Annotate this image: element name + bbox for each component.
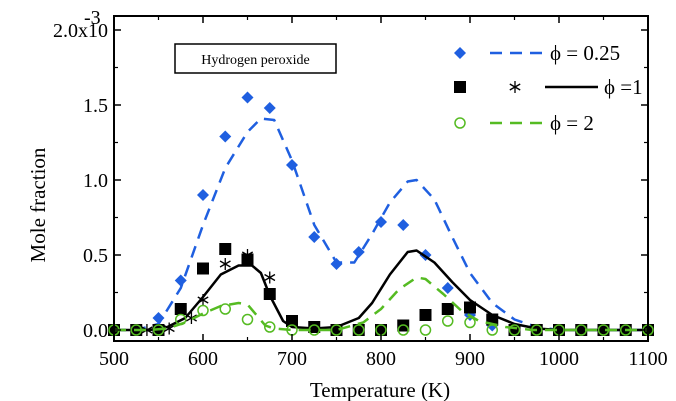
legend-label-phi-0-25: ϕ = 0.25 — [550, 41, 620, 65]
data-point-open-circle — [397, 324, 409, 336]
asterisk-stroke — [219, 260, 231, 268]
tick-label-layer: 500 600 700 800 900 1000 1100 0.0 0.5 1.0 1.5 2.0x1… — [53, 20, 668, 370]
data-point-open-circle — [330, 324, 343, 336]
data-point-square — [441, 303, 454, 315]
data-point-diamond — [174, 274, 187, 287]
data-point-square — [419, 309, 432, 321]
data-point-open-circle — [219, 303, 231, 315]
y-tick-label: 1.5 — [83, 95, 108, 117]
data-point-square — [464, 301, 476, 314]
asterisk-stroke — [163, 324, 175, 333]
x-tick-label: 700 — [277, 348, 307, 370]
legend-label-phi-1: ϕ =1 — [604, 75, 643, 99]
y-tick-label: 0.0 — [83, 320, 108, 342]
asterisk-stroke — [509, 83, 521, 91]
annotation-box-frame — [174, 43, 337, 74]
annotation-box: Hydrogen peroxide — [174, 43, 337, 74]
data-point-asterisk — [219, 258, 231, 270]
data-point-open-circle — [508, 324, 521, 336]
data-point-diamond — [263, 102, 276, 114]
data-point-open-circle — [419, 324, 432, 336]
data-point-open-circle — [464, 316, 476, 329]
data-point-diamond — [397, 219, 410, 231]
data-point-square — [197, 262, 209, 275]
x-tick-label: 1100 — [628, 348, 667, 370]
data-point-diamond — [219, 130, 232, 143]
x-tick-label: 900 — [455, 348, 485, 370]
x-axis-title: Temperature (K) — [310, 378, 450, 401]
x-tick-label: 500 — [99, 348, 129, 370]
data-point-open-circle — [264, 321, 276, 333]
data-point-diamond — [308, 231, 321, 243]
series-4 — [114, 249, 648, 332]
series-line — [114, 276, 648, 332]
data-point-asterisk — [241, 249, 254, 261]
legend-marker-square — [454, 81, 466, 93]
data-point-square — [375, 324, 387, 336]
ticks-layer — [113, 16, 649, 341]
data-point-diamond — [352, 246, 365, 258]
y-tick-label: 2.0x10 — [53, 20, 108, 42]
y-axis-title: Mole fraction — [26, 147, 50, 262]
legend-marker-asterisk — [509, 81, 521, 93]
asterisk-stroke — [241, 251, 254, 259]
data-point-diamond — [330, 258, 343, 270]
legend: ϕ = 0.25 ϕ =1 ϕ = 2 — [454, 41, 643, 135]
data-point-open-circle — [442, 315, 454, 327]
x-tick-label: 600 — [188, 348, 218, 370]
y-tick-label: 0.5 — [83, 245, 108, 267]
data-point-asterisk — [264, 271, 276, 284]
data-point-diamond — [241, 91, 254, 104]
legend-marker-diamond — [454, 47, 466, 59]
data-point-square — [352, 324, 365, 336]
x-tick-label: 1000 — [539, 348, 579, 370]
asterisk-stroke — [286, 317, 298, 325]
data-point-open-circle — [241, 313, 254, 326]
x-tick-label: 800 — [366, 348, 396, 370]
data-point-square — [174, 303, 187, 315]
annotation-text: Hydrogen peroxide — [201, 53, 309, 68]
data-point-open-circle — [197, 304, 209, 317]
data-point-square — [219, 243, 232, 255]
y-tick-exponent: -3 — [84, 7, 101, 29]
series-6 — [114, 276, 648, 332]
legend-label-phi-2: ϕ = 2 — [550, 111, 594, 135]
asterisk-stroke — [185, 314, 197, 322]
legend-marker-open-circle — [454, 117, 466, 129]
data-point-diamond — [441, 282, 454, 294]
asterisk-stroke — [264, 273, 276, 282]
y-tick-label: 1.0 — [83, 170, 108, 192]
data-point-diamond — [197, 189, 209, 201]
series-line — [114, 249, 648, 332]
